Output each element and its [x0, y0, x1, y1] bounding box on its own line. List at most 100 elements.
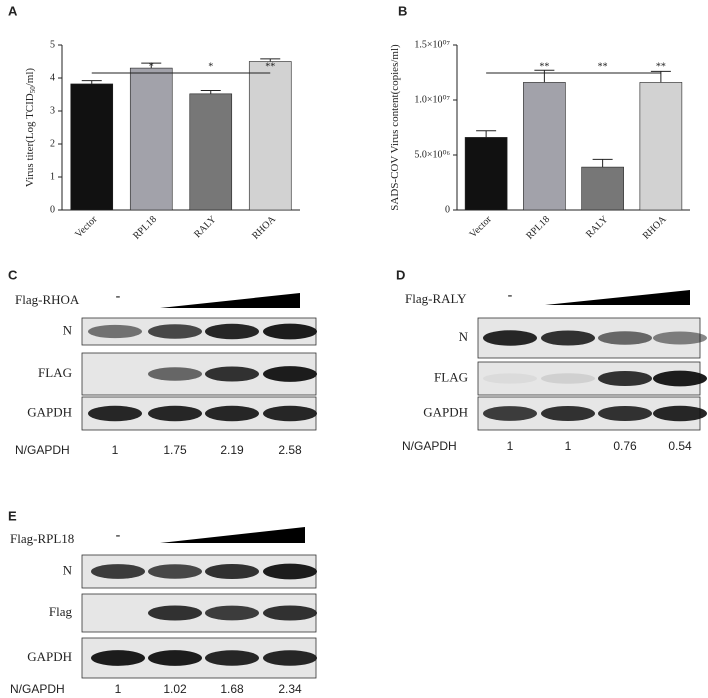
y-tick-label: 5.0×10⁰⁶	[414, 149, 450, 160]
y-tick-label: 3	[50, 105, 55, 116]
y-axis-label: Virus titer(Log TCID50/ml)	[24, 68, 37, 188]
band	[263, 650, 317, 666]
y-tick-label: 0	[50, 204, 55, 215]
significance-mark: **	[598, 61, 608, 72]
bar	[248, 61, 292, 211]
quant-value: 2.34	[278, 682, 302, 696]
band	[653, 405, 707, 422]
x-tick-label: Vector	[468, 214, 495, 241]
y-axis-label: SADS-COV Virus content(copies/ml)	[389, 44, 401, 211]
treatment-label: Flag-RHOA	[15, 292, 80, 307]
bar	[581, 166, 624, 211]
band	[263, 563, 317, 580]
control-label: -	[116, 528, 121, 543]
band	[598, 405, 652, 422]
band	[653, 370, 707, 387]
panel-label: A	[8, 3, 18, 18]
panel-label: B	[398, 3, 407, 18]
band	[148, 650, 202, 666]
row-label: N	[63, 322, 73, 337]
band	[541, 405, 595, 422]
quant-value: 1	[115, 682, 122, 696]
band	[205, 650, 259, 666]
x-tick-label: RPL18	[524, 214, 552, 242]
band	[483, 330, 537, 346]
row-label: N	[63, 562, 73, 577]
quant-label: N/GAPDH	[10, 682, 65, 696]
quant-value: 1	[565, 439, 572, 453]
band	[653, 331, 707, 345]
band	[483, 373, 537, 384]
x-tick-label: RALY	[584, 214, 610, 240]
band	[88, 405, 142, 422]
band	[205, 323, 259, 340]
band	[205, 366, 259, 382]
bar	[639, 82, 683, 211]
bar	[129, 67, 173, 211]
quant-value: 0.54	[668, 439, 692, 453]
gradient-wedge	[545, 290, 690, 305]
significance-mark: **	[539, 61, 549, 72]
band	[598, 331, 652, 345]
band	[148, 324, 202, 339]
band	[148, 564, 202, 579]
y-label-sub: 50	[29, 86, 37, 94]
quant-value: 1.68	[220, 682, 244, 696]
quant-value: 1	[112, 443, 119, 457]
band	[91, 650, 145, 666]
panel-label: D	[396, 267, 405, 282]
quant-value: 0.76	[613, 439, 637, 453]
band	[541, 373, 595, 384]
y-tick-label: 2	[50, 138, 55, 149]
row-label: GAPDH	[27, 649, 72, 664]
x-tick-label: RHOA	[250, 213, 278, 241]
band	[148, 405, 202, 422]
band	[263, 323, 317, 340]
significance-mark: **	[265, 61, 275, 72]
band	[541, 330, 595, 346]
band	[263, 605, 317, 621]
x-tick-label: Vector	[73, 214, 100, 241]
band	[205, 405, 259, 422]
row-label: GAPDH	[27, 404, 72, 419]
band	[598, 370, 652, 387]
bar	[70, 83, 114, 211]
quant-label: N/GAPDH	[402, 439, 457, 453]
bar	[523, 82, 566, 211]
band	[263, 366, 317, 382]
y-tick-label: 5	[50, 39, 55, 50]
bar	[464, 137, 508, 211]
gradient-wedge	[160, 293, 300, 308]
control-label: -	[508, 288, 513, 303]
treatment-label: Flag-RPL18	[10, 531, 74, 546]
x-tick-label: RHOA	[641, 213, 669, 241]
quant-value: 2.19	[220, 443, 244, 457]
y-label-tail: /ml)	[24, 68, 36, 87]
quant-value: 2.58	[278, 443, 302, 457]
row-label: FLAG	[434, 369, 468, 384]
gradient-wedge	[160, 527, 305, 543]
band	[148, 367, 202, 381]
significance-mark: *	[149, 61, 154, 72]
band	[205, 563, 259, 580]
y-tick-label: 0	[445, 204, 450, 215]
row-label: GAPDH	[423, 404, 468, 419]
bar	[189, 93, 233, 211]
band	[205, 605, 259, 621]
treatment-label: Flag-RALY	[405, 291, 467, 306]
quant-value: 1.75	[163, 443, 187, 457]
row-label: FLAG	[38, 365, 72, 380]
band	[88, 324, 142, 339]
x-tick-label: RPL18	[131, 214, 159, 242]
quant-label: N/GAPDH	[15, 443, 70, 457]
band	[148, 605, 202, 621]
quant-value: 1	[507, 439, 514, 453]
control-label: -	[116, 289, 121, 304]
y-tick-label: 4	[50, 72, 55, 83]
y-tick-label: 1.0×10⁰⁷	[414, 94, 450, 105]
row-label: N	[459, 329, 469, 344]
significance-mark: **	[656, 61, 666, 72]
band	[483, 406, 537, 421]
y-label-text: SADS-COV Virus content(copies/ml)	[389, 44, 401, 211]
